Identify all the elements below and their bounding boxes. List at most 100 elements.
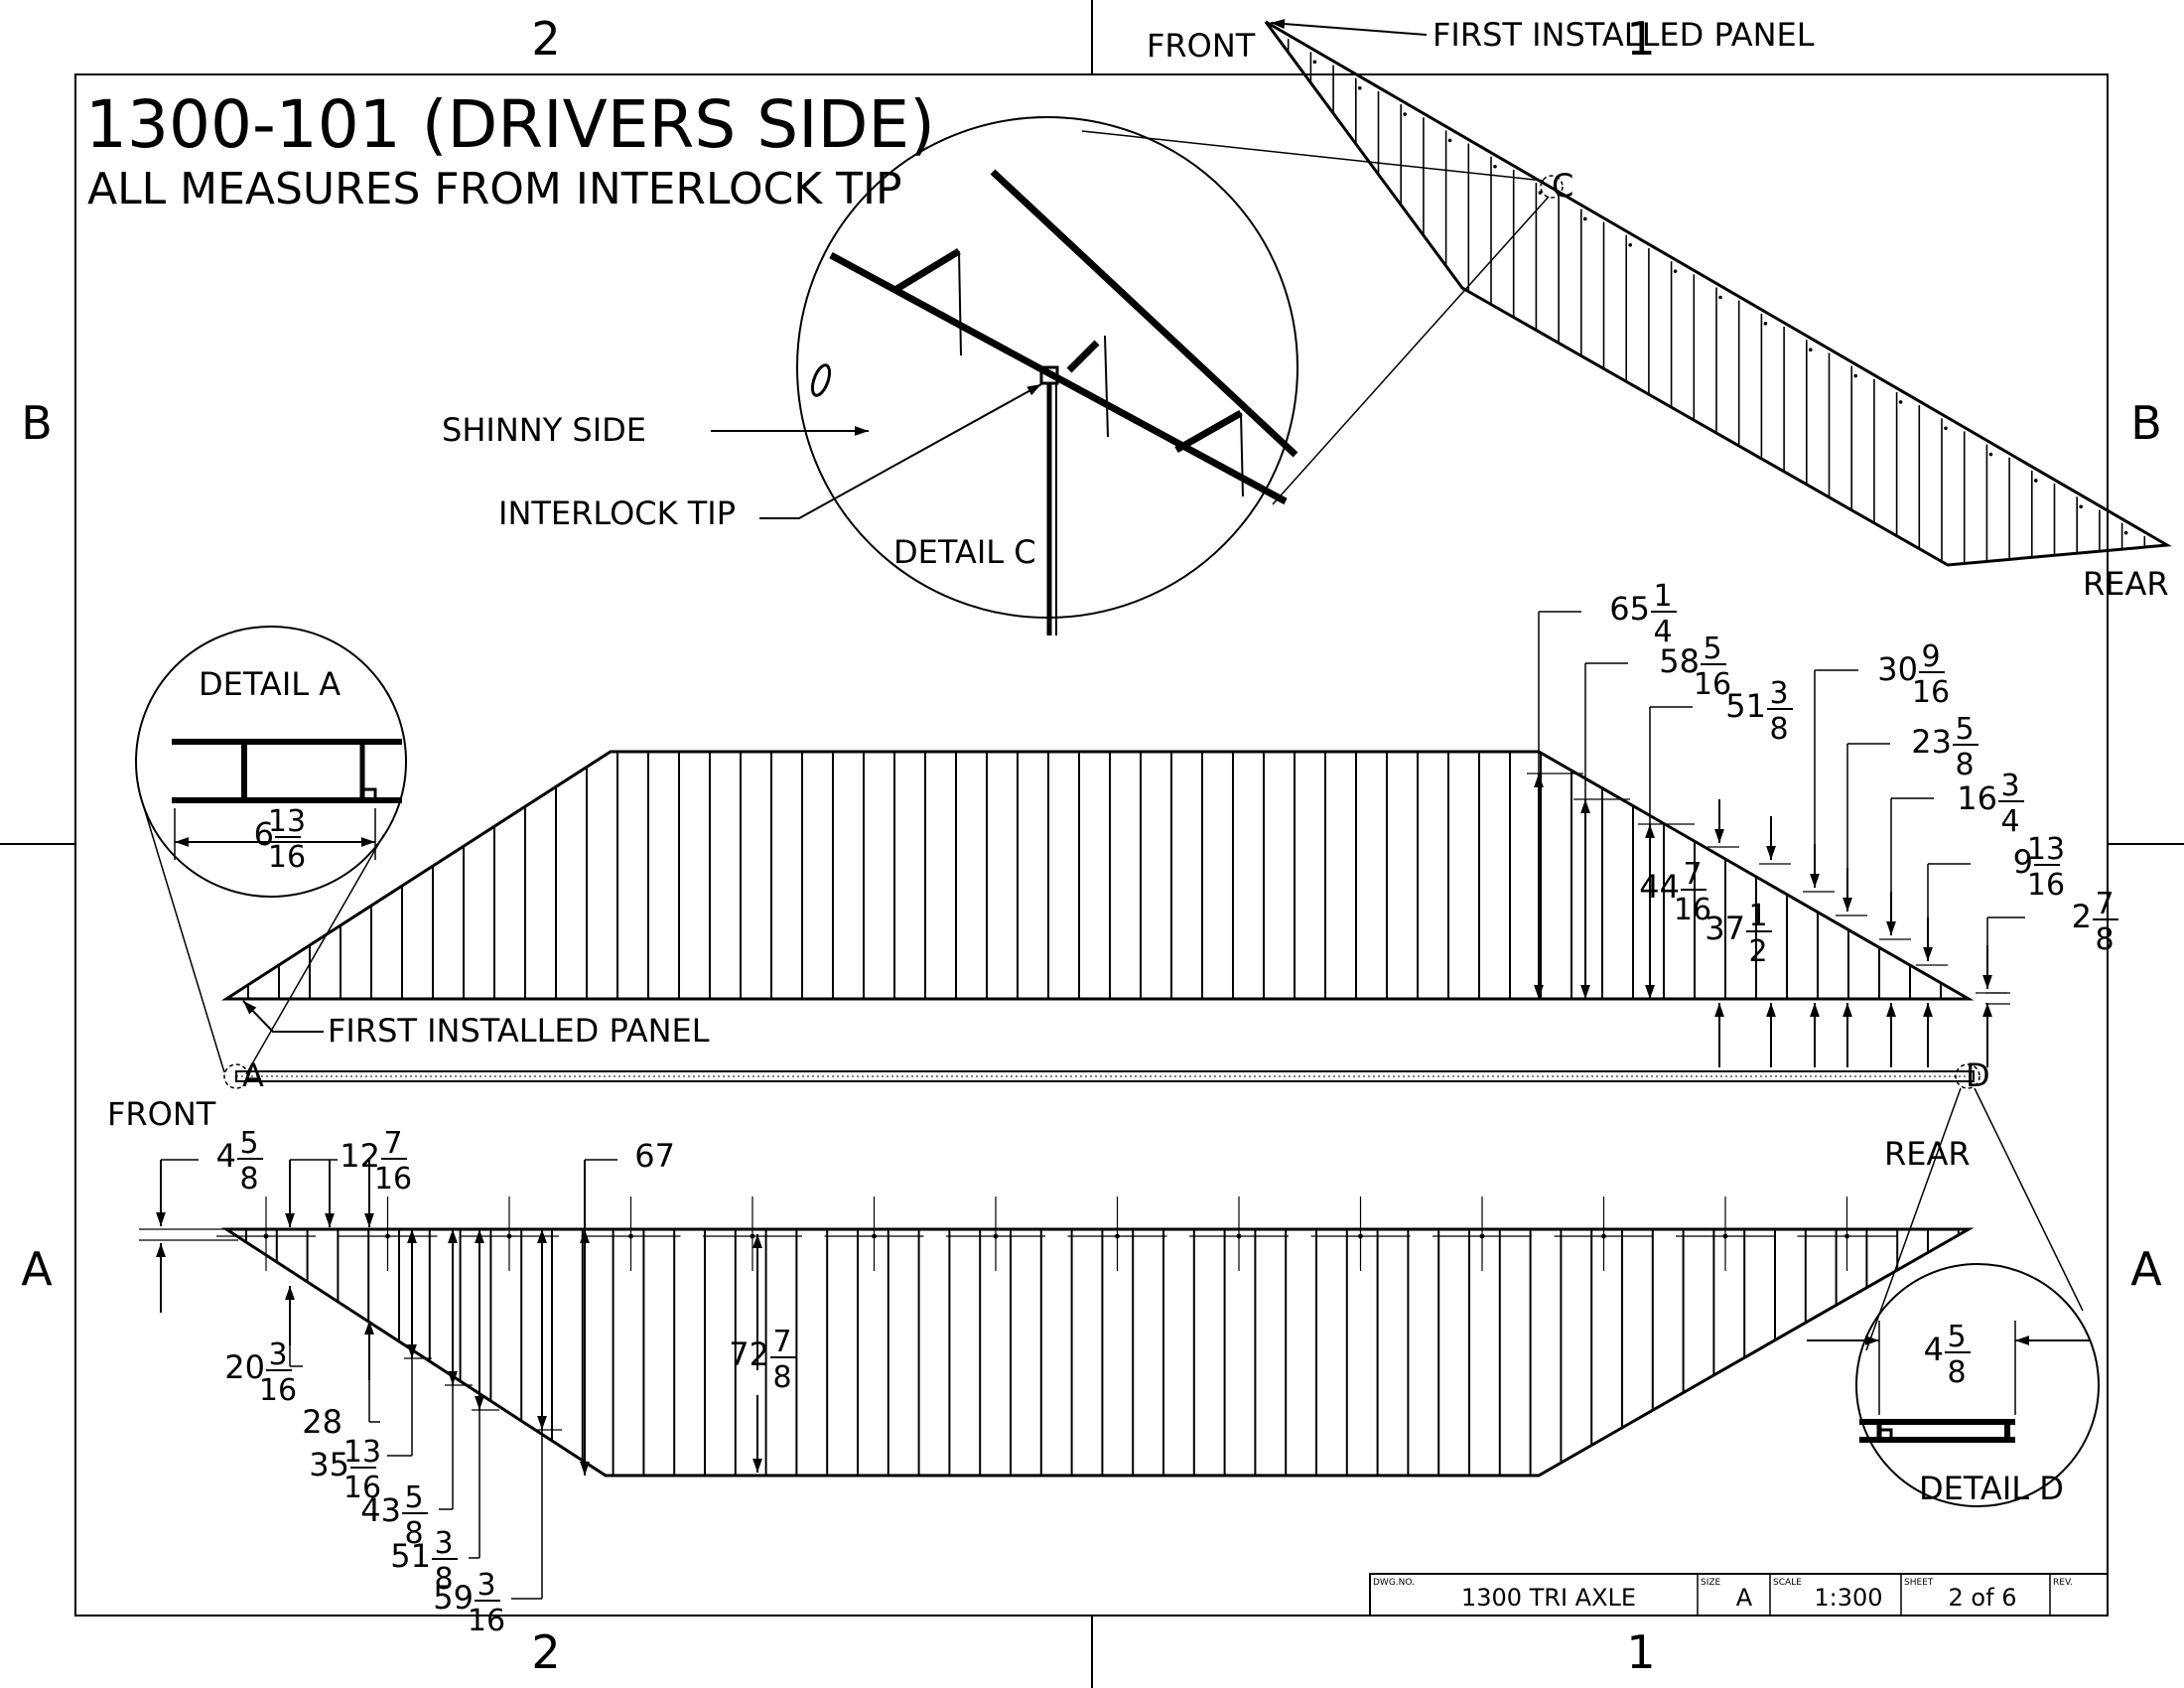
dim-numerator: 3 xyxy=(268,1337,287,1372)
top-dim-label: 65 14 xyxy=(1609,579,1677,649)
drawing-title: 1300-101 (DRIVERS SIDE) xyxy=(85,86,935,163)
dim-numerator: 7 xyxy=(1683,857,1702,892)
center-point xyxy=(385,1233,390,1239)
center-point xyxy=(1844,1233,1849,1239)
iso-rivet xyxy=(1538,191,1543,195)
zone-right-a: A xyxy=(2130,1242,2162,1296)
dim-denominator: 8 xyxy=(1769,712,1788,747)
dim-whole: 43 xyxy=(360,1491,401,1529)
detail-c-rib xyxy=(1066,340,1100,373)
bottom-dim-label: 59 316 xyxy=(433,1568,505,1638)
bottom-dim-label: 72 78 xyxy=(729,1325,796,1395)
dim-whole: 30 xyxy=(1877,650,1918,688)
iso-rivet xyxy=(1944,426,1948,431)
iso-rivet xyxy=(1673,269,1678,273)
dim-numerator: 13 xyxy=(343,1435,381,1470)
iso-panel-outline xyxy=(1264,20,2172,567)
top-dim-label: 16 34 xyxy=(1957,769,2024,839)
iso-rivet xyxy=(1403,112,1407,116)
top-dim-label: 2 78 xyxy=(2072,887,2118,957)
dim-denominator: 8 xyxy=(239,1162,258,1196)
zone-labels: 2 1 2 1 B A B A xyxy=(21,12,2162,1679)
dim-denominator: 16 xyxy=(1674,893,1711,927)
top-dim-label: 30 916 xyxy=(1877,639,1950,710)
center-point xyxy=(1601,1233,1606,1239)
detail-d-marker xyxy=(1955,1063,1980,1089)
dim-numerator: 1 xyxy=(1653,579,1672,614)
dim-denominator: 16 xyxy=(374,1162,412,1196)
rev-label: REV. xyxy=(2053,1578,2073,1588)
dim-whole: 37 xyxy=(1705,910,1745,947)
iso-front-label: FRONT xyxy=(1147,27,1256,65)
scale-label: SCALE xyxy=(1773,1578,1802,1588)
dim-whole: 9 xyxy=(2013,843,2033,881)
iso-rivet xyxy=(1447,138,1452,143)
dim-denominator: 16 xyxy=(268,840,306,875)
zone-right-b: B xyxy=(2130,396,2162,450)
dwg-no-label: DWG.NO. xyxy=(1373,1578,1415,1588)
dim-numerator: 7 xyxy=(772,1325,791,1359)
dwg-no-value: 1300 TRI AXLE xyxy=(1461,1584,1636,1612)
iso-rivet xyxy=(1358,85,1362,90)
center-point xyxy=(750,1233,755,1239)
dim-numerator: 1 xyxy=(1748,899,1767,933)
dim-denominator: 8 xyxy=(434,1562,453,1597)
detail-c-web xyxy=(1240,412,1244,497)
detail-c-rib xyxy=(891,248,961,294)
bottom-dim-label: 51 38 xyxy=(390,1526,458,1597)
sheet-value: 2 of 6 xyxy=(1949,1584,2017,1612)
scale-value: 1:300 xyxy=(1814,1584,1882,1612)
iso-rear-label: REAR xyxy=(2083,565,2169,603)
dim-denominator: 4 xyxy=(2000,804,2019,839)
top-dim-label: 37 12 xyxy=(1705,899,1772,969)
detail-c-outer-skin xyxy=(990,169,1298,458)
size-value: A xyxy=(1736,1584,1753,1612)
iso-rivet xyxy=(1628,243,1632,247)
dim-whole: 28 xyxy=(302,1403,342,1441)
detail-d-dim-label: 4 58 xyxy=(1924,1320,1971,1390)
dim-numerator: 13 xyxy=(268,804,306,839)
dim-denominator: 8 xyxy=(2095,922,2114,957)
zone-top-1: 1 xyxy=(1626,12,1655,66)
top-dim-label: 23 58 xyxy=(1911,712,1979,782)
dim-whole: 12 xyxy=(340,1137,380,1175)
dim-whole: 51 xyxy=(390,1537,431,1575)
detail-c-leader-line xyxy=(1081,130,1545,182)
detail-c-title: DETAIL C xyxy=(893,533,1036,571)
iso-rivet xyxy=(2034,479,2038,483)
dim-numerator: 3 xyxy=(1769,676,1788,711)
bottom-dim-label: 12 716 xyxy=(340,1126,412,1196)
first-panel-leader xyxy=(242,1000,324,1033)
iso-view: FIRST INSTALLED PANEL FRONT REAR C xyxy=(1081,16,2172,603)
sheet-label: SHEET xyxy=(1904,1578,1934,1588)
zone-bottom-1: 1 xyxy=(1626,1625,1655,1679)
iso-rivet xyxy=(2123,530,2128,535)
dim-numerator: 3 xyxy=(434,1526,453,1561)
detail-d-marker-letter: D xyxy=(1966,1056,1990,1094)
dim-numerator: 9 xyxy=(1921,639,1940,674)
bottom-dim-label: 28 xyxy=(302,1403,342,1441)
iso-first-panel-label: FIRST INSTALLED PANEL xyxy=(1433,16,1815,54)
dim-whole: 72 xyxy=(729,1336,769,1373)
top-dim-label: 58 516 xyxy=(1659,632,1731,702)
dim-whole: 4 xyxy=(216,1137,236,1175)
iso-rivet xyxy=(1718,295,1722,300)
dim-numerator: 13 xyxy=(2027,832,2065,867)
top-rear-label: REAR xyxy=(1884,1135,1971,1173)
iso-rivet xyxy=(1898,400,1903,404)
dim-denominator: 8 xyxy=(404,1516,423,1551)
zone-left-a: A xyxy=(21,1242,53,1296)
detail-c-rib xyxy=(1174,409,1243,454)
dim-numerator: 7 xyxy=(383,1126,402,1161)
detail-a-title: DETAIL A xyxy=(199,665,341,703)
center-point xyxy=(1722,1233,1728,1239)
dim-denominator: 16 xyxy=(259,1373,297,1408)
